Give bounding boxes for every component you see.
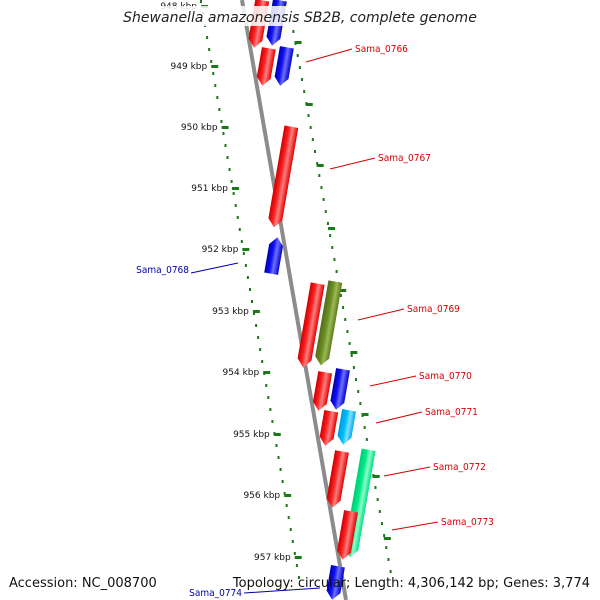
gene-feature[interactable]	[255, 47, 276, 87]
gene-feature[interactable]	[314, 280, 343, 366]
label-leader-line	[369, 375, 417, 387]
label-leader-line	[375, 411, 423, 424]
gene-feature[interactable]	[325, 565, 345, 600]
label-leader-line	[391, 521, 439, 531]
gene-label[interactable]: Sama_0766	[355, 44, 408, 55]
kbp-tick-label: 952 kbp	[202, 245, 239, 255]
gene-feature[interactable]	[336, 409, 356, 446]
gene-label[interactable]: Sama_0772	[433, 462, 486, 473]
kbp-tick-label: 949 kbp	[171, 62, 208, 72]
gene-label[interactable]: Sama_0770	[419, 371, 472, 382]
label-leader-line	[329, 157, 376, 170]
inner-tick-mark	[305, 103, 313, 106]
inner-tick-track	[292, 30, 392, 573]
label-leader-line	[305, 48, 353, 63]
gene-label[interactable]: Sama_0767	[378, 153, 431, 164]
outer-tick-track	[200, 0, 300, 579]
kbp-tick-label: 951 kbp	[191, 184, 228, 194]
kbp-tick-mark	[263, 371, 271, 374]
label-leader-line	[190, 262, 239, 274]
kbp-tick-mark	[252, 310, 260, 313]
gene-features	[248, 0, 376, 600]
kbp-tick-label: 957 kbp	[254, 553, 291, 563]
gene-label[interactable]: Sama_0769	[407, 304, 460, 315]
gene-feature[interactable]	[267, 125, 299, 229]
gene-feature[interactable]	[336, 510, 358, 561]
inner-tick-mark	[339, 289, 347, 292]
gene-label[interactable]: Sama_0773	[441, 517, 494, 528]
inner-tick-mark	[294, 41, 302, 44]
kbp-tick-mark	[294, 556, 302, 559]
kbp-tick-label: 954 kbp	[223, 368, 260, 378]
gene-feature[interactable]	[329, 368, 350, 411]
gene-label[interactable]: Sama_0768	[136, 265, 189, 276]
kbp-tick-mark	[284, 494, 292, 497]
kbp-tick-mark	[221, 126, 229, 129]
gene-feature[interactable]	[318, 410, 339, 447]
gene-feature[interactable]	[273, 46, 294, 87]
kbp-tick-mark	[273, 433, 281, 436]
inner-tick-mark	[361, 413, 369, 416]
kbp-tick-label: 955 kbp	[233, 430, 270, 440]
kbp-tick-mark	[231, 187, 239, 190]
label-leader-line	[383, 466, 431, 477]
page-title: Shewanella amazonensis SB2B, complete ge…	[123, 10, 477, 26]
inner-tick-mark	[316, 164, 324, 167]
gene-labels: Sama_0766 Sama_0767 Sama_0768 Sama_0769 Sama…	[136, 44, 494, 599]
gene-label[interactable]: Sama_0774	[189, 588, 242, 599]
gene-feature[interactable]	[325, 450, 349, 509]
gene-feature[interactable]	[264, 236, 284, 275]
topology-text: Topology: circular; Length: 4,306,142 bp…	[232, 576, 590, 591]
inner-tick-mark	[328, 227, 336, 230]
inner-tick-mark	[350, 351, 358, 354]
kbp-tick-mark	[242, 248, 250, 251]
gene-feature[interactable]	[296, 282, 325, 368]
label-leader-line	[357, 308, 405, 321]
inner-tick-mark	[383, 537, 391, 540]
kbp-tick-mark	[211, 65, 219, 68]
accession-text: Accession: NC_008700	[9, 576, 157, 591]
gene-label[interactable]: Sama_0771	[425, 407, 478, 418]
kbp-tick-label: 953 kbp	[212, 307, 249, 317]
kbp-tick-label: 956 kbp	[243, 491, 280, 501]
label-leader-line	[243, 587, 321, 594]
kbp-tick-label: 950 kbp	[181, 123, 218, 133]
inner-tick-mark	[372, 475, 380, 478]
gene-feature[interactable]	[312, 371, 333, 412]
